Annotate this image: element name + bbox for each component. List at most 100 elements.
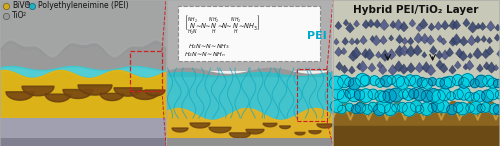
Bar — [166, 0, 332, 146]
Polygon shape — [422, 62, 431, 73]
Circle shape — [396, 76, 409, 89]
Polygon shape — [437, 35, 443, 42]
Polygon shape — [6, 92, 34, 100]
Polygon shape — [317, 124, 333, 128]
Polygon shape — [395, 45, 404, 57]
Circle shape — [377, 99, 390, 113]
Polygon shape — [342, 37, 348, 45]
Circle shape — [345, 88, 355, 98]
Bar — [166, 0, 332, 71]
Circle shape — [456, 102, 468, 115]
Circle shape — [359, 89, 372, 102]
Polygon shape — [172, 128, 188, 132]
Polygon shape — [486, 46, 494, 55]
Polygon shape — [146, 91, 164, 94]
Polygon shape — [476, 23, 481, 29]
Text: 4: 4 — [26, 2, 29, 7]
Polygon shape — [343, 19, 349, 26]
Circle shape — [471, 93, 480, 101]
Polygon shape — [190, 123, 210, 128]
Circle shape — [470, 79, 479, 88]
Circle shape — [414, 89, 426, 101]
Polygon shape — [474, 36, 481, 43]
Polygon shape — [334, 38, 339, 45]
Polygon shape — [430, 46, 437, 55]
Polygon shape — [495, 24, 500, 31]
Circle shape — [428, 103, 437, 112]
Text: Hybrid PEI/TiO₂ Layer: Hybrid PEI/TiO₂ Layer — [354, 5, 478, 15]
Circle shape — [387, 76, 396, 84]
Circle shape — [374, 104, 385, 116]
Polygon shape — [422, 52, 427, 58]
Polygon shape — [335, 21, 342, 30]
Polygon shape — [368, 63, 376, 72]
Circle shape — [392, 104, 400, 112]
Circle shape — [378, 91, 390, 103]
Polygon shape — [428, 23, 435, 31]
Polygon shape — [449, 65, 456, 74]
Polygon shape — [132, 93, 158, 98]
Circle shape — [348, 89, 360, 102]
Bar — [166, 0, 332, 146]
Polygon shape — [486, 37, 492, 44]
Bar — [333, 0, 499, 146]
Circle shape — [465, 92, 474, 101]
Polygon shape — [400, 64, 408, 74]
Polygon shape — [414, 33, 423, 43]
Polygon shape — [449, 37, 456, 46]
Polygon shape — [376, 51, 382, 58]
Polygon shape — [394, 61, 404, 72]
Polygon shape — [354, 38, 360, 45]
Polygon shape — [452, 34, 462, 46]
Circle shape — [446, 105, 457, 115]
Polygon shape — [378, 65, 387, 75]
Circle shape — [399, 89, 408, 99]
Polygon shape — [388, 65, 397, 75]
Polygon shape — [487, 62, 496, 73]
Text: $\left[ \underset{H_2N}{\overset{NH_2}{N}}\!\!\sim\!\! N\!\!\sim\!\!\underset{H}: $\left[ \underset{H_2N}{\overset{NH_2}{N… — [184, 14, 260, 37]
Polygon shape — [468, 21, 477, 33]
Circle shape — [444, 76, 456, 87]
FancyBboxPatch shape — [178, 6, 320, 61]
Polygon shape — [420, 33, 429, 44]
Polygon shape — [387, 49, 396, 60]
Polygon shape — [415, 62, 424, 73]
Polygon shape — [246, 129, 264, 134]
Text: 2: 2 — [23, 12, 26, 17]
Polygon shape — [426, 35, 434, 45]
Circle shape — [420, 102, 433, 115]
Circle shape — [480, 102, 490, 112]
Circle shape — [337, 90, 350, 103]
Polygon shape — [482, 49, 490, 59]
Polygon shape — [390, 21, 396, 29]
Polygon shape — [494, 34, 500, 41]
Polygon shape — [446, 48, 454, 57]
Circle shape — [422, 78, 432, 89]
Circle shape — [477, 104, 485, 112]
Circle shape — [409, 89, 418, 99]
Circle shape — [494, 105, 500, 115]
Bar — [0, 118, 166, 146]
Text: Polyethyleneimine (PEI): Polyethyleneimine (PEI) — [38, 1, 128, 11]
Circle shape — [330, 76, 343, 90]
Circle shape — [384, 104, 396, 116]
Circle shape — [475, 75, 487, 87]
Circle shape — [368, 89, 378, 99]
Circle shape — [452, 75, 463, 86]
Circle shape — [383, 89, 396, 103]
Circle shape — [362, 105, 372, 114]
Circle shape — [402, 102, 416, 116]
Circle shape — [421, 90, 433, 102]
Polygon shape — [473, 48, 482, 59]
Circle shape — [461, 74, 474, 87]
Polygon shape — [348, 66, 356, 74]
Text: $H_2N\!\sim\! N\!\sim\! NH_n$: $H_2N\!\sim\! N\!\sim\! NH_n$ — [184, 51, 226, 59]
Polygon shape — [65, 92, 91, 97]
Circle shape — [376, 78, 384, 87]
Circle shape — [352, 105, 360, 114]
Circle shape — [494, 79, 500, 88]
Polygon shape — [145, 90, 165, 96]
Polygon shape — [400, 45, 409, 56]
Polygon shape — [209, 127, 231, 133]
Polygon shape — [380, 19, 389, 31]
